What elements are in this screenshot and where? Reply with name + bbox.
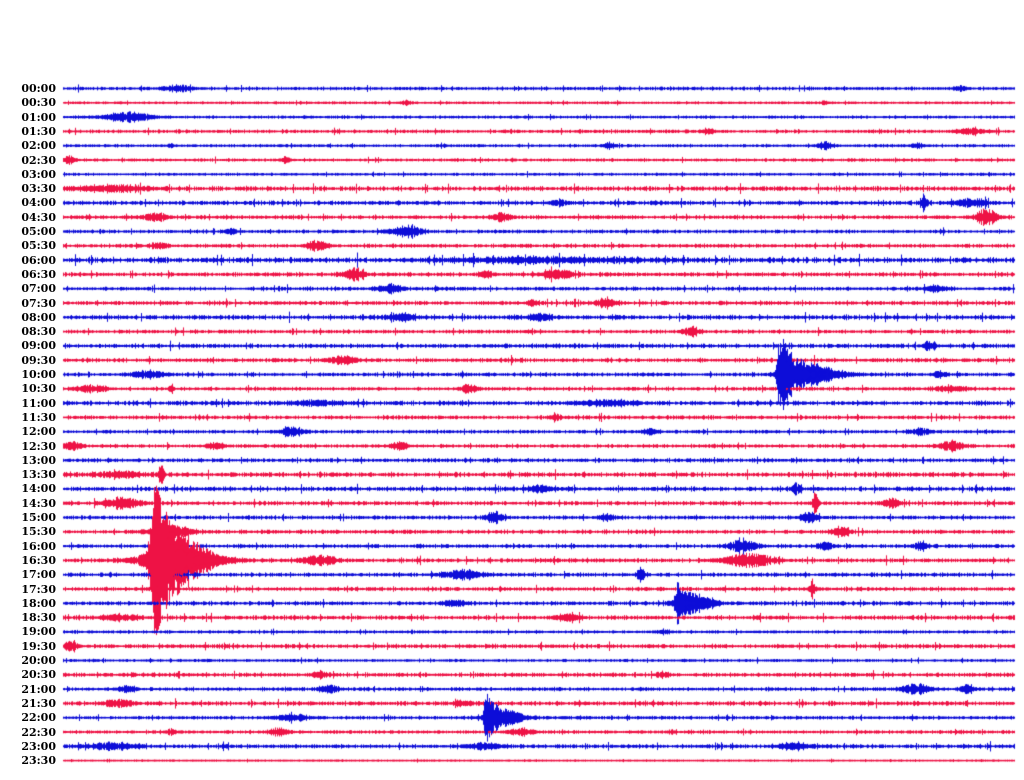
- time-label: 02:00: [21, 139, 56, 153]
- time-label: 06:30: [21, 267, 56, 281]
- time-label: 19:30: [21, 639, 56, 653]
- time-label: 23:00: [21, 739, 56, 753]
- time-label: 13:00: [21, 453, 56, 467]
- time-label: 01:00: [21, 110, 56, 124]
- time-label: 04:30: [21, 210, 56, 224]
- time-label: 09:30: [21, 353, 56, 367]
- time-label: 00:30: [21, 96, 56, 110]
- time-label: 07:30: [21, 296, 56, 310]
- time-label: 22:00: [21, 711, 56, 725]
- time-label: 15:30: [21, 525, 56, 539]
- time-label: 23:30: [21, 754, 56, 768]
- time-label: 22:30: [21, 725, 56, 739]
- time-label: 11:30: [21, 410, 56, 424]
- time-label: 18:00: [21, 596, 56, 610]
- time-label: 08:00: [21, 310, 56, 324]
- time-label: 17:30: [21, 582, 56, 596]
- time-label: 14:30: [21, 496, 56, 510]
- time-label: 15:00: [21, 511, 56, 524]
- time-label: 04:00: [21, 196, 56, 210]
- time-label: 16:30: [21, 553, 56, 567]
- time-label: 03:00: [21, 167, 56, 181]
- time-label: 10:30: [21, 382, 56, 396]
- time-label: 20:00: [21, 654, 56, 667]
- time-label: 19:00: [21, 625, 56, 639]
- time-label: 20:30: [21, 668, 56, 682]
- time-label: 00:00: [21, 82, 56, 95]
- time-label: 13:30: [21, 468, 56, 482]
- time-label: 06:00: [21, 253, 56, 267]
- time-label: 21:30: [21, 696, 56, 710]
- time-label: 05:30: [21, 239, 56, 253]
- time-label: 03:30: [21, 182, 56, 196]
- time-label: 21:00: [21, 682, 56, 696]
- time-label: 11:00: [21, 396, 56, 410]
- time-label: 07:00: [21, 282, 56, 296]
- time-label: 17:00: [21, 568, 56, 582]
- time-label: 16:00: [21, 539, 56, 553]
- time-label: 12:00: [21, 425, 56, 439]
- time-label: 12:30: [21, 439, 56, 453]
- time-label: 10:00: [21, 368, 56, 381]
- time-label: 18:30: [21, 611, 56, 625]
- time-label: 02:30: [21, 153, 56, 167]
- time-label: 14:00: [21, 482, 56, 496]
- time-label: 01:30: [21, 124, 56, 138]
- time-label: 05:00: [21, 225, 56, 238]
- time-label: 09:00: [21, 339, 56, 353]
- time-label: 08:30: [21, 325, 56, 339]
